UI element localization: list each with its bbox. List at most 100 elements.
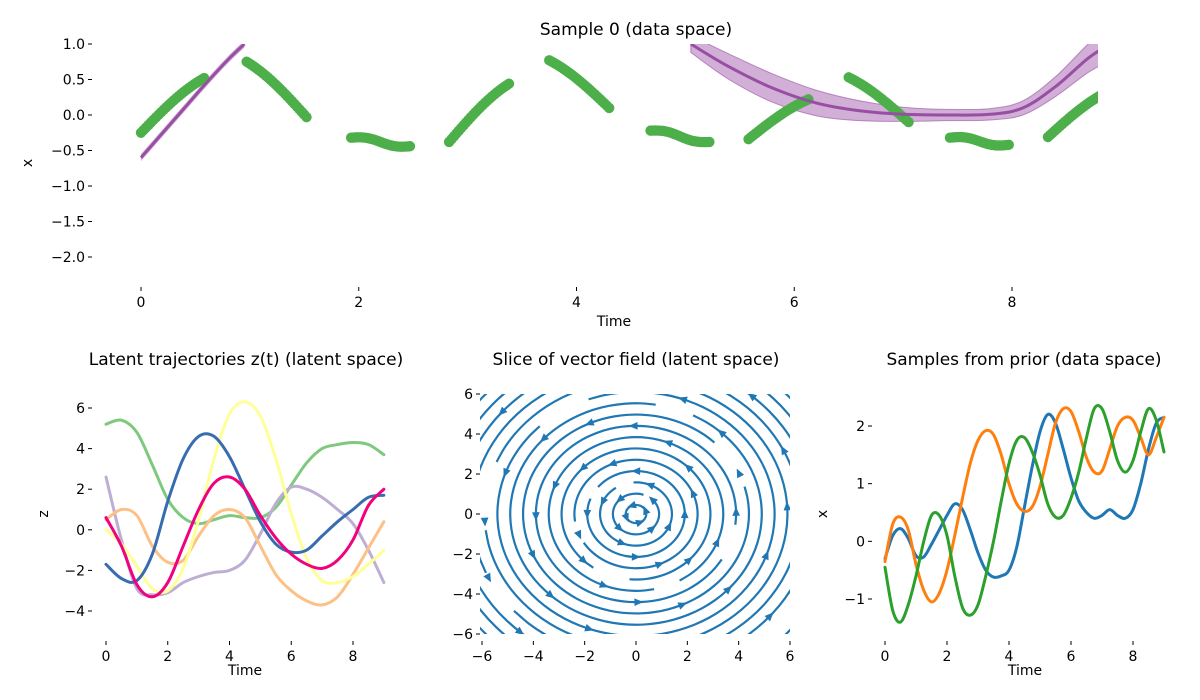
streamline-arrow — [532, 512, 540, 521]
streamline — [523, 415, 749, 614]
streamline-arrow — [640, 643, 649, 651]
observed-point — [405, 141, 415, 151]
panel-sample0-xticks: 0 2 4 6 8 — [137, 287, 1017, 311]
panel-prior-title: Samples from prior (data space) — [886, 350, 1161, 370]
observed-point — [604, 103, 614, 113]
panel-prior-xlabel: Time — [1007, 663, 1042, 679]
panel-prior-ytick-label: 2 — [856, 419, 865, 435]
streamline-arrow — [584, 624, 594, 631]
panel-sample0-xtick-label: 2 — [354, 295, 363, 311]
panel-sample0-title: Sample 0 (data space) — [540, 20, 732, 40]
observed-point — [1098, 89, 1108, 99]
streamline-arrow — [650, 688, 659, 696]
panel-latent-xtick-label: 4 — [225, 649, 234, 665]
panel-prior-xtick-label: 6 — [1067, 649, 1076, 665]
panel-sample0-ytick-label: 1.0 — [63, 37, 85, 53]
panel-vector-field-ytick-label: 2 — [464, 467, 473, 483]
panel-sample0-xtick-label: 4 — [572, 295, 581, 311]
panel-latent-xtick-label: 0 — [102, 649, 111, 665]
streamline-arrow — [677, 602, 687, 609]
streamline-arrow — [599, 581, 609, 588]
panel-prior-yticks: −1 0 1 2 — [844, 419, 872, 608]
panel-vector-field-xticks: −6 −4 −2 0 2 4 6 — [472, 641, 795, 665]
observed-point — [1093, 92, 1103, 102]
streamline-arrow — [732, 507, 740, 516]
observed-point — [1095, 90, 1105, 100]
latent-series-z1 — [106, 420, 384, 524]
streamline-arrow — [481, 517, 489, 526]
panel-prior-ylabel: x — [815, 510, 831, 518]
confidence-band-right — [691, 27, 1110, 121]
panel-sample0-xlabel: Time — [596, 314, 631, 330]
panel-prior: Samples from prior (data space) Time x 0… — [815, 350, 1164, 679]
observed-point — [704, 137, 714, 147]
panel-latent-ytick-label: 6 — [76, 401, 85, 417]
observed-points — [136, 55, 1113, 152]
panel-prior-ytick-label: −1 — [844, 592, 865, 608]
streamline-arrow — [632, 553, 641, 561]
panel-sample0-ytick-label: −1.0 — [51, 179, 85, 195]
panel-latent-title: Latent trajectories z(t) (latent space) — [89, 350, 403, 370]
panel-vector-field-xtick-label: −2 — [574, 649, 595, 665]
streamline-arrow — [617, 538, 627, 545]
observed-point — [903, 117, 913, 127]
streamline-arrow — [629, 422, 638, 430]
panel-prior-ytick-label: 1 — [856, 477, 865, 493]
streamline — [536, 426, 736, 602]
streamline — [459, 358, 813, 669]
panel-prior-xtick-label: 8 — [1129, 649, 1138, 665]
streamline-arrow — [647, 525, 656, 534]
observed-point — [1103, 86, 1113, 96]
panel-vector-field-ytick-label: −4 — [452, 587, 473, 603]
panel-vector-field-yticks: −6 −4 −2 0 2 4 6 — [452, 387, 480, 643]
panel-latent-ytick-label: 4 — [76, 442, 85, 458]
panel-vector-field-xtick-label: 2 — [683, 649, 692, 665]
streamline-arrow — [627, 501, 637, 508]
streamline-arrow — [483, 573, 491, 583]
streamline-arrow — [645, 483, 655, 490]
streamline-arrow — [812, 561, 819, 571]
panel-latent-yticks: −4−20246 — [64, 401, 92, 620]
panel-latent-ytick-label: −2 — [64, 563, 85, 579]
panel-vector-field-ytick-label: 0 — [464, 507, 473, 523]
panel-vector-field-xtick-label: −4 — [523, 649, 544, 665]
observed-point — [301, 112, 311, 122]
panel-prior-xtick-label: 0 — [881, 649, 890, 665]
panel-sample0-xtick-label: 6 — [790, 295, 799, 311]
panel-latent-xtick-label: 6 — [287, 649, 296, 665]
streamline — [574, 460, 697, 568]
panel-sample0-ytick-label: −0.5 — [51, 144, 85, 160]
streamline — [446, 347, 826, 681]
panel-sample0-ytick-label: 0.0 — [63, 108, 85, 124]
panel-latent-xtick-label: 2 — [163, 649, 172, 665]
panel-sample0-xtick-label: 8 — [1008, 295, 1017, 311]
observed-point — [1004, 140, 1014, 150]
panel-vector-field-ytick-label: −6 — [452, 627, 473, 643]
streamline-arrow — [678, 397, 688, 404]
streamline-arrow — [430, 526, 438, 535]
streamline-arrow — [834, 493, 842, 502]
panel-latent-xtick-label: 8 — [349, 649, 358, 665]
streamline-arrow — [634, 598, 643, 606]
streamline-arrow — [608, 459, 618, 466]
panel-prior-xticks: 0 2 4 6 8 — [881, 641, 1138, 665]
panel-sample0-xtick-label: 0 — [137, 295, 146, 311]
panel-vector-field-xtick-label: 0 — [632, 649, 641, 665]
streamline-arrow — [643, 506, 650, 516]
streamline-arrow — [585, 418, 595, 425]
streamline — [433, 335, 838, 692]
panel-latent-xlabel: Time — [227, 663, 262, 679]
streamline-arrow — [631, 467, 640, 475]
panel-sample0-ytick-label: 0.5 — [63, 73, 85, 89]
streamline — [587, 471, 685, 557]
streamline-arrow — [573, 668, 583, 675]
streamline-arrow — [453, 458, 460, 468]
panel-latent-ylabel: z — [36, 510, 52, 517]
panel-prior-ytick-label: 0 — [856, 534, 865, 550]
panel-prior-xtick-label: 2 — [943, 649, 952, 665]
panel-latent-xticks: 0 2 4 6 8 — [102, 641, 358, 665]
streamline-arrow — [681, 509, 689, 518]
panel-sample0-plot-area — [136, 27, 1113, 161]
streamline-arrow — [574, 530, 581, 540]
